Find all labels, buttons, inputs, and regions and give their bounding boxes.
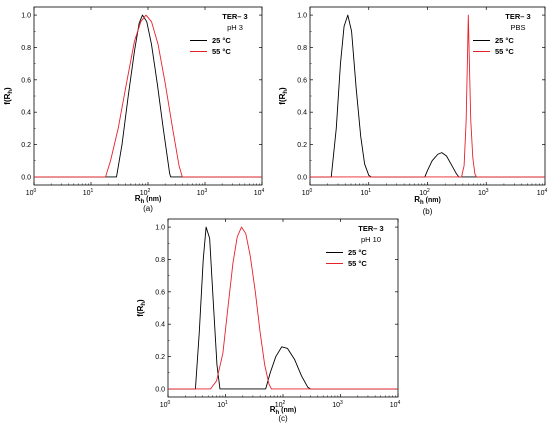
- y-tick-label: 0.2: [21, 142, 31, 149]
- x-tick-label: 103: [332, 400, 343, 409]
- annotation-title: TER– 3: [222, 12, 247, 21]
- x-tick-label: 103: [478, 188, 489, 197]
- legend-label: 55 °C: [348, 259, 367, 268]
- annotation-subtitle: pH 10: [361, 235, 381, 244]
- x-tick-label: 104: [390, 400, 401, 409]
- x-axis-label: Rh (nm): [135, 194, 162, 205]
- legend-label: 55 °C: [495, 47, 514, 56]
- legend-label: 55 °C: [212, 47, 231, 56]
- y-axis-label: f(Rh): [278, 87, 289, 105]
- y-tick-label: 0.6: [21, 77, 31, 84]
- y-axis-label: f(Rh): [3, 87, 14, 105]
- y-tick-label: 1.0: [21, 13, 31, 20]
- series-line-25c: [310, 14, 545, 178]
- legend-label: 25 °C: [348, 248, 367, 257]
- x-axis-label: Rh (nm): [270, 405, 297, 416]
- y-tick-label: 0.2: [155, 354, 165, 361]
- series-line-55c: [310, 14, 545, 178]
- y-tick-label: 0.8: [297, 45, 307, 52]
- series-line-25c: [34, 14, 262, 178]
- x-tick-label: 104: [537, 188, 548, 197]
- annotation-subtitle: pH 3: [227, 23, 243, 32]
- x-tick-label: 102: [419, 188, 430, 197]
- x-tick-label: 100: [302, 188, 313, 197]
- y-tick-label: 0.4: [297, 110, 307, 117]
- annotation-subtitle: PBS: [510, 23, 525, 32]
- y-tick-label: 0.0: [297, 174, 307, 181]
- legend-label: 25 °C: [495, 36, 514, 45]
- y-tick-label: 1.0: [155, 225, 165, 232]
- x-tick-label: 104: [254, 188, 265, 197]
- x-tick-label: 101: [217, 400, 228, 409]
- plot-frame: [167, 218, 399, 398]
- y-tick-label: 0.0: [21, 174, 31, 181]
- panel-caption: (a): [143, 204, 153, 213]
- series-line-25c: [168, 226, 398, 390]
- x-tick-label: 100: [26, 188, 37, 197]
- x-tick-label: 102: [140, 188, 151, 197]
- series-line-55c: [34, 14, 262, 178]
- y-tick-label: 0.4: [155, 322, 165, 329]
- x-axis-label: Rh (nm): [414, 195, 441, 206]
- x-tick-label: 102: [275, 400, 286, 409]
- y-tick-label: 0.6: [155, 289, 165, 296]
- chart-panel-a: 100 101 102 103 104 0.0 0.2 0.4 0.6 0.8 1.0 Rh (nm)…: [3, 6, 265, 213]
- y-axis-label: f(Rh): [136, 299, 147, 317]
- plot-frame: [309, 6, 546, 186]
- y-tick-label: 0.2: [297, 142, 307, 149]
- y-tick-label: 0.6: [297, 77, 307, 84]
- annotation-title: TER– 3: [358, 224, 383, 233]
- x-tick-label: 101: [360, 188, 371, 197]
- y-tick-label: 0.8: [155, 257, 165, 264]
- legend-label: 25 °C: [212, 36, 231, 45]
- x-tick-label: 100: [160, 400, 171, 409]
- y-tick-label: 1.0: [297, 13, 307, 20]
- panel-caption: (b): [423, 207, 433, 216]
- x-tick-label: 103: [197, 188, 208, 197]
- series-line-55c: [168, 226, 398, 390]
- annotation-title: TER– 3: [505, 12, 530, 21]
- plot-frame: [33, 6, 263, 186]
- y-tick-label: 0.4: [21, 110, 31, 117]
- y-tick-label: 0.8: [21, 45, 31, 52]
- chart-panel-b: 100 101 102 103 104 0.0 0.2 0.4 0.6 0.8 1.0 Rh (nm)…: [278, 6, 548, 216]
- chart-panel-c: 100 101 102 103 104 0.0 0.2 0.4 0.6 0.8 1.0 Rh (nm)…: [136, 218, 401, 423]
- x-tick-label: 101: [83, 188, 94, 197]
- panel-caption: (c): [278, 414, 288, 423]
- y-tick-label: 0.0: [155, 386, 165, 393]
